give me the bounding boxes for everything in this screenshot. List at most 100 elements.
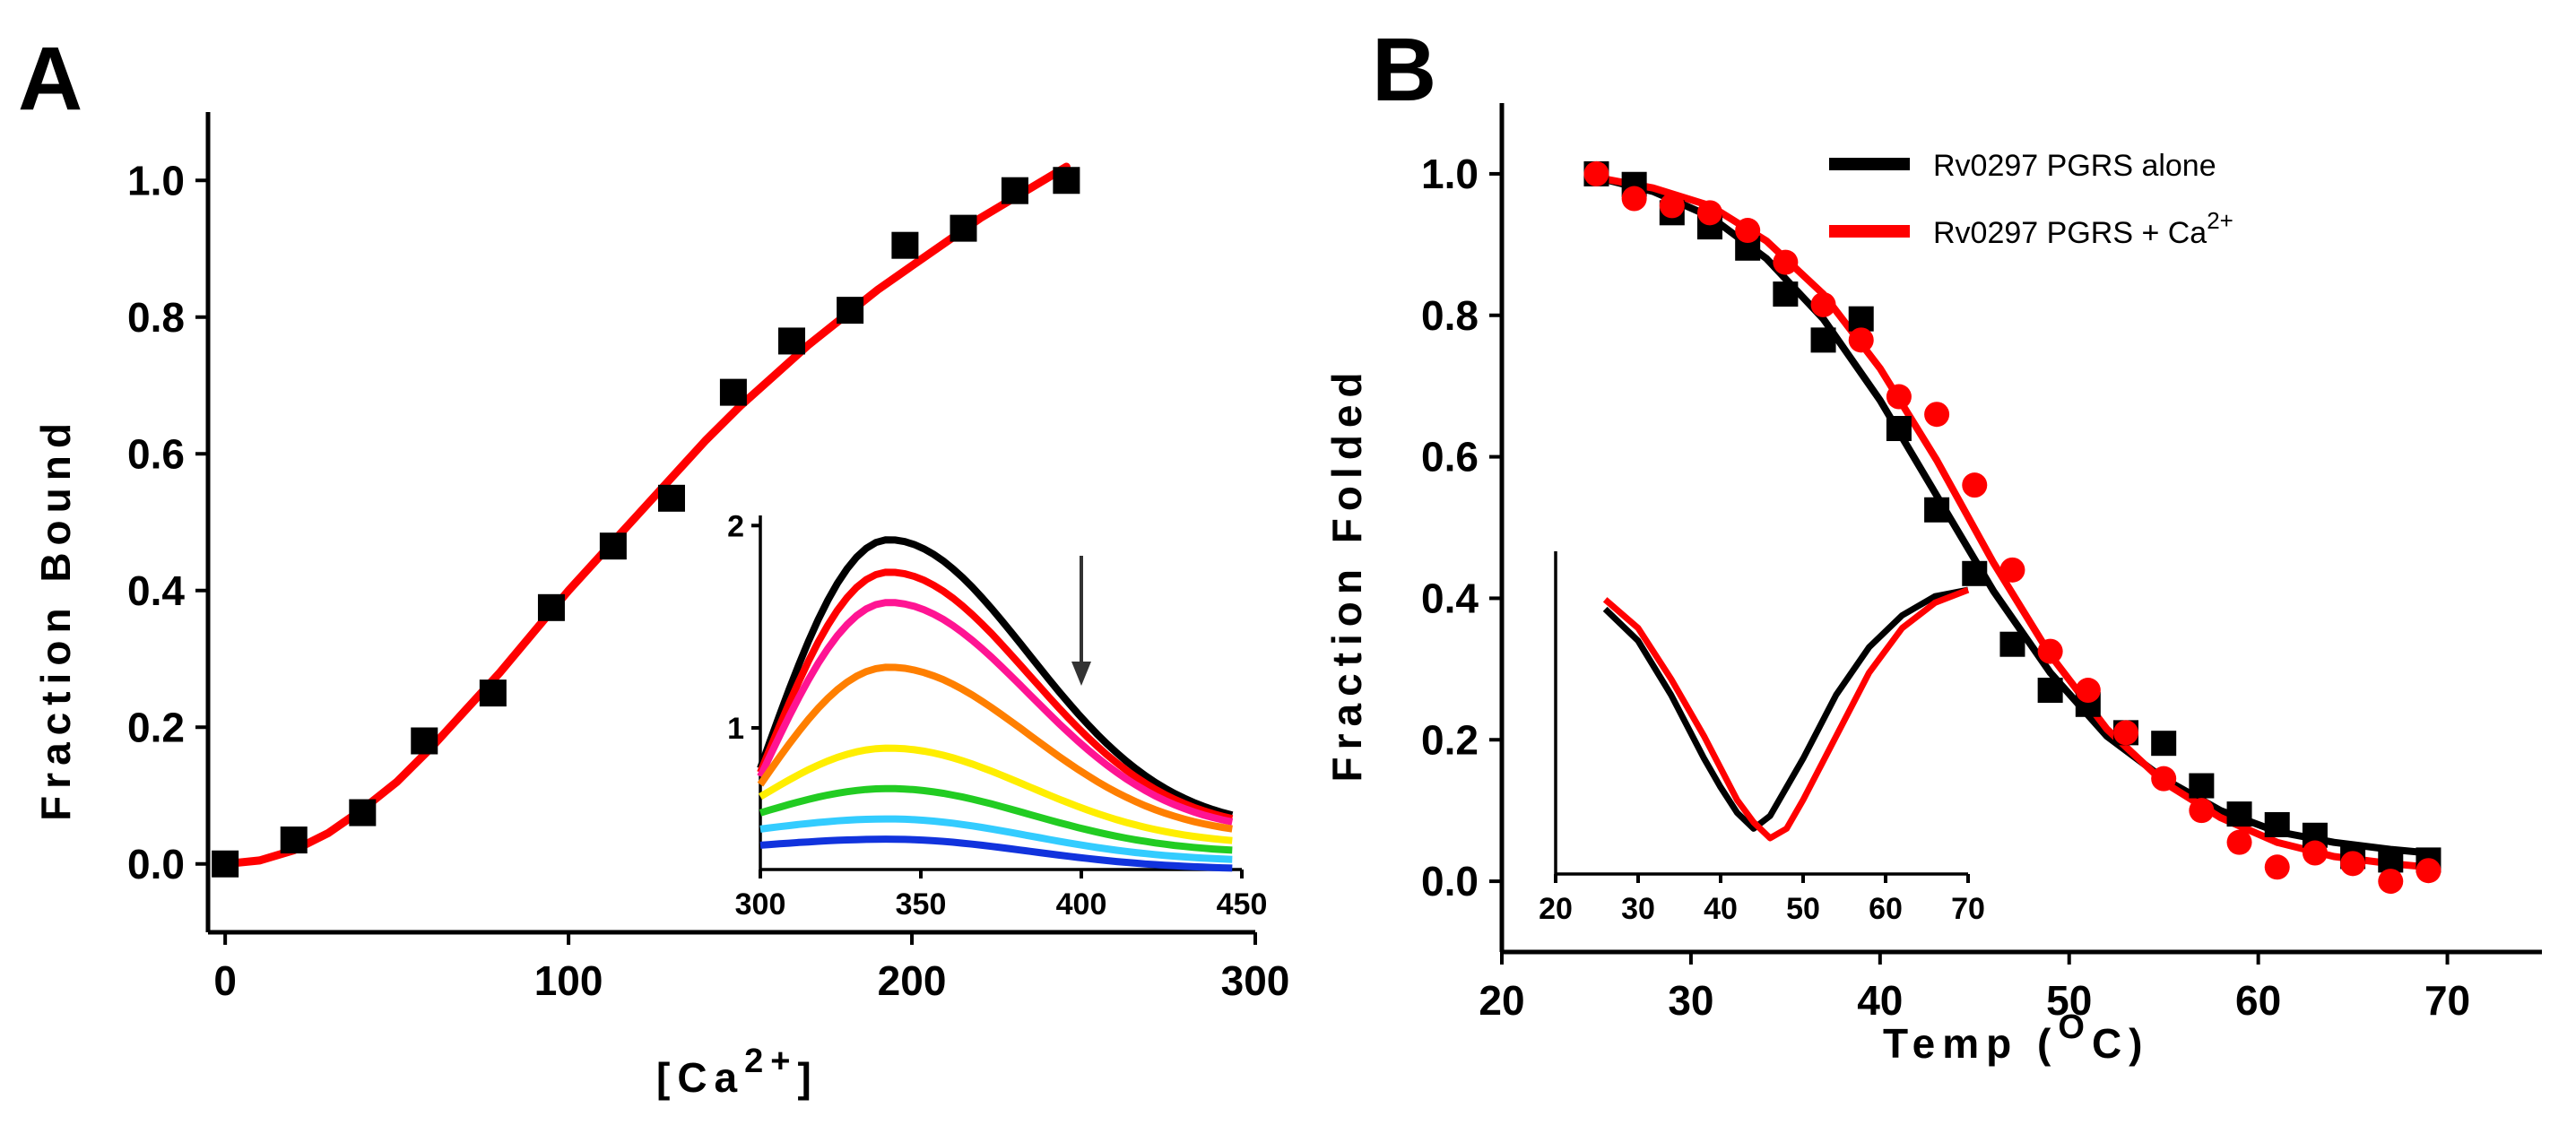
panel-b-x-axis-label: Temp (OC) xyxy=(1883,1008,2149,1067)
panel-b-inset-x-tick-label: 70 xyxy=(1951,892,1985,926)
panel-b-y-tick-label: 0.2 xyxy=(1421,716,1479,763)
panel-b: B 20 30 40 50 60 70 0.0 0.2 0.4 0.6 0.8 1.0 Fractio… xyxy=(1323,20,2542,1067)
panel-b-x-tick-label: 70 xyxy=(2424,977,2470,1024)
panel-a-data-point xyxy=(411,727,438,755)
panel-a-inset-arrow-head xyxy=(1071,662,1091,686)
panel-a-data-point xyxy=(657,484,685,512)
panel-a-inset-curve xyxy=(759,815,1233,863)
panel-b-x-tick-label: 60 xyxy=(2235,977,2281,1024)
panel-b-inset-x-tick-label: 30 xyxy=(1621,892,1655,926)
panel-a-inset-curve xyxy=(757,599,1234,826)
panel-a-inset-x-tick-label: 450 xyxy=(1217,887,1268,922)
panel-b-x-tick-label: 20 xyxy=(1479,977,1524,1024)
panel-b-data-point-square xyxy=(1924,497,1950,523)
panel-b-data-point-circle xyxy=(1810,291,1836,317)
panel-b-data-point-square xyxy=(1962,560,1988,586)
panel-b-y-axis-label: Fraction Folded xyxy=(1323,366,1370,783)
panel-b-data-point-square xyxy=(1810,327,1836,353)
panel-b-x-tick-label: 30 xyxy=(1668,977,1713,1024)
panel-b-x-tick-label: 50 xyxy=(2046,977,2092,1024)
panel-a-data-point xyxy=(778,327,806,355)
panel-a-data-point xyxy=(280,826,308,854)
panel-a-y-tick-label: 1.0 xyxy=(127,157,185,203)
panel-b-data-point-circle xyxy=(2226,829,2252,855)
panel-a-y-tick-label: 0.6 xyxy=(127,430,185,477)
panel-b-inset-x-tick-label: 50 xyxy=(1786,892,1820,926)
panel-b-data-point-circle xyxy=(1659,193,1685,219)
panel-a-inset-curve xyxy=(757,536,1234,819)
panel-a-inset-x-tick-label: 400 xyxy=(1056,887,1107,922)
panel-b-data-point-circle xyxy=(1848,327,1874,353)
panel-a-inset-x-tick-label: 300 xyxy=(735,887,786,922)
panel-b-x-tick-label: 40 xyxy=(1857,977,1903,1024)
panel-b-x-label-close: C) xyxy=(2092,1020,2150,1067)
panel-b-data-point-square xyxy=(2264,811,2290,837)
panel-b-data-point-circle xyxy=(1735,218,1761,244)
panel-b-data-point-square xyxy=(2037,678,2063,704)
panel-b-data-point-square xyxy=(1999,631,2025,657)
panel-b-data-point-circle xyxy=(1773,249,1799,275)
panel-b-data-point-circle xyxy=(2113,720,2138,746)
panel-a-y-tick-label: 0.8 xyxy=(127,294,185,341)
panel-b-y-tick-label: 0.8 xyxy=(1421,292,1479,339)
panel-b-data-point-square xyxy=(2226,801,2252,827)
panel-a-x-tick-label: 200 xyxy=(878,957,947,1004)
panel-a-inset-y-tick-label: 2 xyxy=(727,509,744,543)
panel-b-data-point-circle xyxy=(1962,472,1988,498)
panel-b-data-point-circle xyxy=(2416,858,2442,884)
panel-a-x-axis-label: [Ca2+] xyxy=(656,1043,819,1101)
panel-a-inset-curve xyxy=(757,663,1233,833)
panel-b-data-point-circle xyxy=(2378,869,2404,895)
panel-b-data-point-circle xyxy=(2151,766,2177,792)
panel-b-data-point-circle xyxy=(2340,851,2366,877)
panel-a-data-point xyxy=(479,679,507,707)
panel-b-x-label-main: Temp ( xyxy=(1883,1020,2058,1067)
panel-b-axes: 20 30 40 50 60 70 0.0 0.2 0.4 0.6 0.8 1.0 xyxy=(1421,103,2542,1024)
panel-b-data-point-circle xyxy=(1621,186,1647,212)
panel-b-y-tick-label: 0.6 xyxy=(1421,434,1479,480)
panel-a-letter: A xyxy=(18,29,82,129)
panel-b-data-point-square xyxy=(2378,847,2404,873)
legend-label-ca: Rv0297 PGRS + Ca2+ xyxy=(1933,207,2233,250)
panel-a-data-point xyxy=(837,297,864,325)
panel-b-y-tick-label: 0.4 xyxy=(1421,575,1479,621)
panel-b-data-point-circle xyxy=(2189,798,2215,824)
panel-b-data-point-circle xyxy=(1924,402,1950,428)
panel-a-data-point xyxy=(349,799,377,826)
panel-a-inset-curve xyxy=(759,784,1233,854)
panel-b-data-point-circle xyxy=(1697,200,1722,226)
legend-label-alone: Rv0297 PGRS alone xyxy=(1933,149,2216,183)
panel-a-plot xyxy=(212,162,1080,878)
panel-a-data-point xyxy=(719,378,747,406)
panel-b-data-point-square xyxy=(2151,731,2177,757)
panel-b-data-point-square xyxy=(1848,306,1874,332)
panel-b-data-point-circle xyxy=(2302,840,2328,866)
panel-a-inset-curve xyxy=(758,744,1233,844)
panel-a-x-label-sup: 2+ xyxy=(744,1043,797,1080)
panel-a-data-point xyxy=(1053,167,1080,195)
panel-a-inset-curve xyxy=(757,568,1234,822)
panel-a: A 0 100 200 300 0.0 0.2 0.4 0.6 0.8 1.0 Fraction … xyxy=(18,29,1289,1101)
panel-a-x-tick-label: 300 xyxy=(1221,957,1290,1004)
panel-b-letter: B xyxy=(1372,20,1436,120)
panel-a-y-tick-label: 0.4 xyxy=(127,567,185,614)
panel-b-legend: Rv0297 PGRS alone Rv0297 PGRS + Ca2+ xyxy=(1829,149,2233,250)
panel-a-data-point xyxy=(1001,177,1028,204)
panel-a-data-point xyxy=(537,593,565,621)
panel-b-data-point-circle xyxy=(2037,638,2063,664)
panel-a-data-point xyxy=(891,231,919,259)
legend-label-ca-sup: 2+ xyxy=(2207,207,2233,234)
panel-a-x-tick-label: 100 xyxy=(534,957,603,1004)
panel-b-fit-line xyxy=(1592,173,2433,857)
panel-b-data-point-circle xyxy=(1886,384,1912,410)
panel-a-inset-x-tick-label: 350 xyxy=(896,887,947,922)
panel-b-inset-curve xyxy=(1602,586,1969,832)
panel-b-inset-x-tick-label: 60 xyxy=(1869,892,1903,926)
panel-b-inset-curve xyxy=(1602,586,1970,842)
panel-a-inset-curve xyxy=(759,835,1233,872)
panel-a-axes: 0 100 200 300 0.0 0.2 0.4 0.6 0.8 1.0 xyxy=(127,112,1289,1004)
panel-a-y-tick-label: 0.2 xyxy=(127,704,185,750)
panel-a-x-label-main: [Ca xyxy=(656,1054,744,1101)
panel-a-data-point xyxy=(212,850,239,878)
